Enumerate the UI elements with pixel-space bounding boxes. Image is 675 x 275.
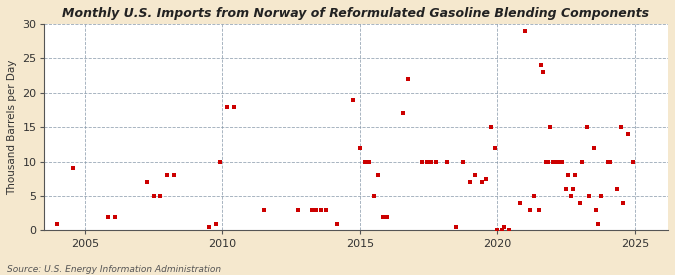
Point xyxy=(403,77,414,81)
Point xyxy=(203,225,214,229)
Point xyxy=(364,160,375,164)
Point xyxy=(492,228,503,233)
Point xyxy=(109,214,120,219)
Point xyxy=(141,180,152,185)
Point xyxy=(425,160,436,164)
Point xyxy=(540,160,551,164)
Point xyxy=(604,160,615,164)
Point xyxy=(259,208,269,212)
Point xyxy=(215,160,225,164)
Point xyxy=(549,160,560,164)
Point xyxy=(543,160,554,164)
Point xyxy=(566,194,576,198)
Title: Monthly U.S. Imports from Norway of Reformulated Gasoline Blending Components: Monthly U.S. Imports from Norway of Refo… xyxy=(62,7,649,20)
Point xyxy=(616,125,626,129)
Point xyxy=(476,180,487,185)
Point xyxy=(618,201,629,205)
Point xyxy=(554,160,565,164)
Text: Source: U.S. Energy Information Administration: Source: U.S. Energy Information Administ… xyxy=(7,265,221,274)
Point xyxy=(563,173,574,178)
Point xyxy=(515,201,526,205)
Point xyxy=(416,160,427,164)
Point xyxy=(369,194,379,198)
Point xyxy=(469,173,480,178)
Point xyxy=(52,221,63,226)
Point xyxy=(545,125,556,129)
Point xyxy=(568,187,578,191)
Point xyxy=(377,214,388,219)
Point xyxy=(524,208,535,212)
Point xyxy=(155,194,166,198)
Point xyxy=(320,208,331,212)
Point xyxy=(591,208,601,212)
Point xyxy=(293,208,304,212)
Point xyxy=(464,180,475,185)
Point xyxy=(398,111,409,116)
Point xyxy=(504,228,514,233)
Point xyxy=(221,104,232,109)
Point xyxy=(623,132,634,136)
Point xyxy=(421,160,432,164)
Y-axis label: Thousand Barrels per Day: Thousand Barrels per Day xyxy=(7,59,17,195)
Point xyxy=(529,194,539,198)
Point xyxy=(210,221,221,226)
Point xyxy=(148,194,159,198)
Point xyxy=(589,146,599,150)
Point xyxy=(306,208,317,212)
Point xyxy=(581,125,592,129)
Point xyxy=(577,160,588,164)
Point xyxy=(229,104,240,109)
Point xyxy=(103,214,113,219)
Point xyxy=(331,221,342,226)
Point xyxy=(533,208,544,212)
Point xyxy=(538,70,549,74)
Point xyxy=(169,173,180,178)
Point xyxy=(430,160,441,164)
Point xyxy=(373,173,384,178)
Point xyxy=(520,29,531,33)
Point xyxy=(382,214,393,219)
Point xyxy=(68,166,79,171)
Point xyxy=(584,194,595,198)
Point xyxy=(570,173,580,178)
Point xyxy=(311,208,322,212)
Point xyxy=(499,225,510,229)
Point xyxy=(481,177,491,181)
Point xyxy=(628,160,639,164)
Point xyxy=(490,146,501,150)
Point xyxy=(458,160,468,164)
Point xyxy=(611,187,622,191)
Point xyxy=(602,160,613,164)
Point xyxy=(348,97,358,102)
Point xyxy=(359,160,370,164)
Point xyxy=(354,146,365,150)
Point xyxy=(497,228,508,233)
Point xyxy=(556,160,567,164)
Point xyxy=(547,160,558,164)
Point xyxy=(574,201,585,205)
Point xyxy=(593,221,604,226)
Point xyxy=(441,160,452,164)
Point xyxy=(485,125,496,129)
Point xyxy=(162,173,173,178)
Point xyxy=(451,225,462,229)
Point xyxy=(595,194,606,198)
Point xyxy=(315,208,326,212)
Point xyxy=(561,187,572,191)
Point xyxy=(535,63,546,67)
